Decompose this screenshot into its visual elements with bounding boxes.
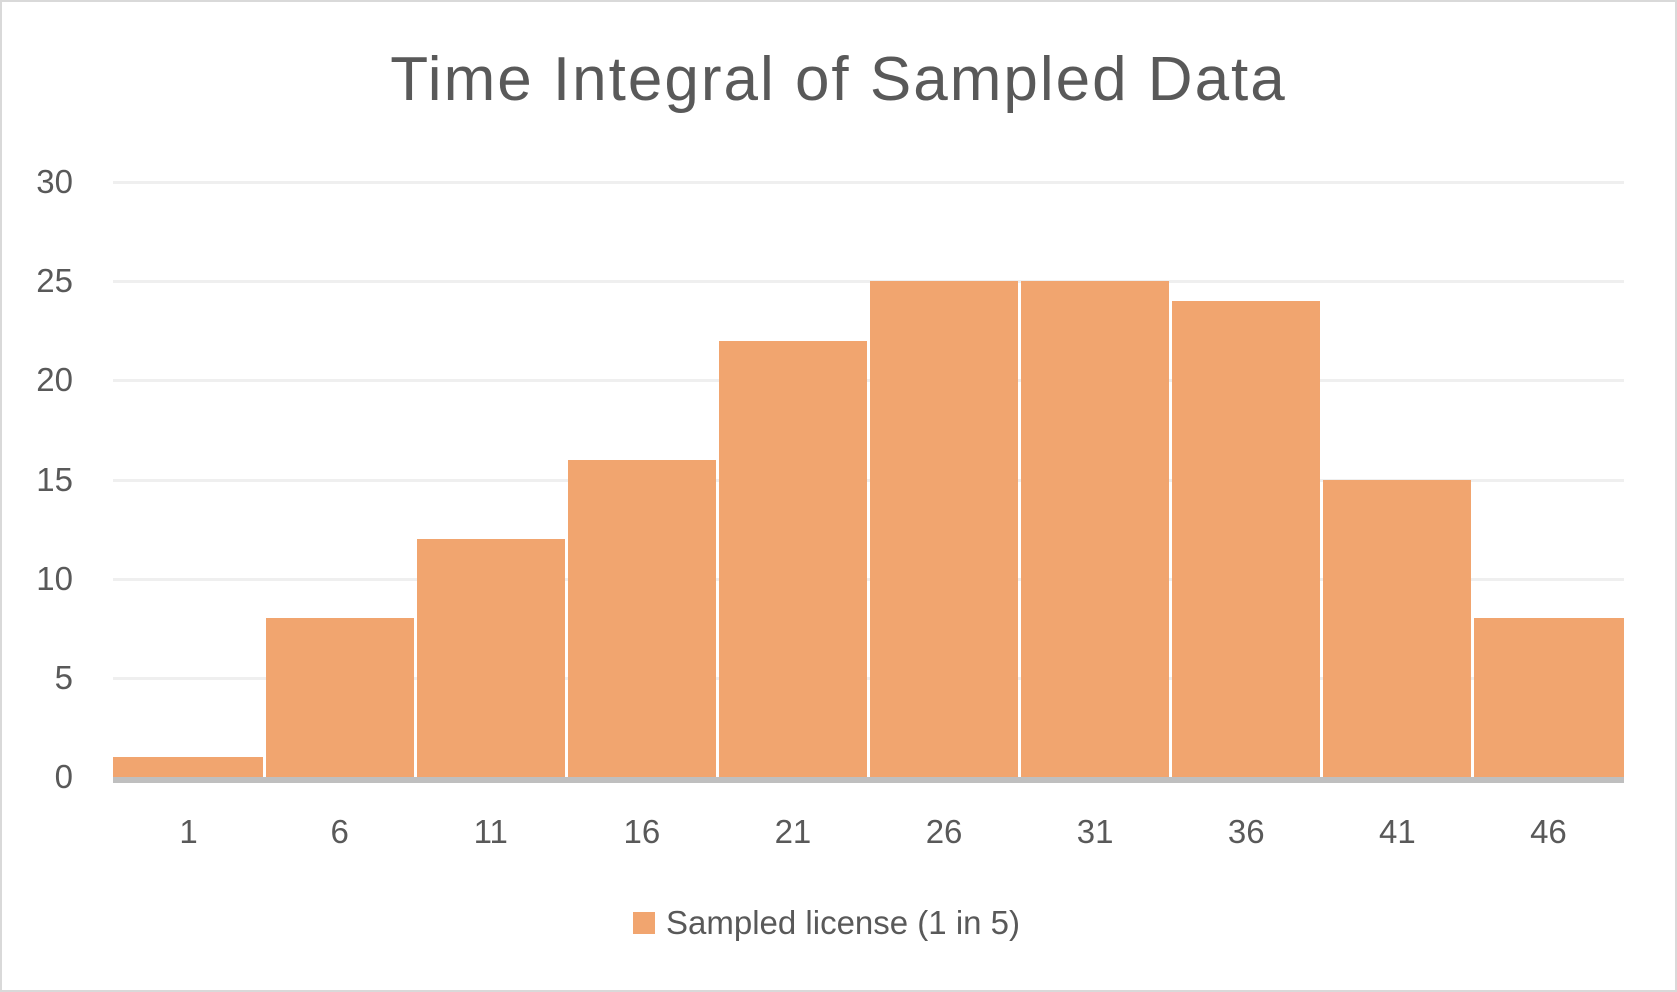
x-tick-label: 46: [1530, 813, 1567, 850]
x-tick-label: 16: [623, 813, 661, 850]
x-tick-label: 31: [1076, 813, 1114, 850]
bar-46[interactable]: [1474, 618, 1624, 777]
gridline: [113, 577, 1624, 581]
y-tick-label: 15: [36, 460, 73, 498]
legend-swatch-icon: [633, 912, 655, 934]
bar-36[interactable]: [1172, 301, 1321, 777]
x-tick-label: 6: [330, 813, 349, 850]
bar-26[interactable]: [870, 281, 1019, 777]
legend: Sampled license (1 in 5): [633, 903, 1020, 943]
bar-16[interactable]: [567, 459, 716, 777]
gridline: [113, 676, 1624, 680]
x-tick-label: 41: [1378, 813, 1416, 850]
bar-6[interactable]: [265, 618, 414, 777]
y-tick-label: 5: [54, 658, 73, 696]
y-tick-label: 25: [36, 262, 73, 300]
gridline: [113, 280, 1624, 284]
x-tick-label: 1: [179, 813, 198, 850]
gridline: [113, 478, 1624, 482]
y-tick-label: 30: [36, 163, 73, 200]
bar-41[interactable]: [1323, 479, 1472, 777]
chart-title: Time Integral of Sampled Data: [390, 45, 1287, 114]
bar-21[interactable]: [718, 340, 867, 777]
y-tick-label: 20: [36, 361, 73, 399]
bar-1[interactable]: [113, 757, 263, 777]
legend-label: Sampled license (1 in 5): [666, 904, 1021, 941]
x-axis-line: [113, 777, 1624, 783]
bar-31[interactable]: [1021, 281, 1170, 777]
y-tick-label: 10: [36, 559, 73, 597]
y-tick-label: 0: [54, 758, 73, 795]
x-tick-label: 36: [1227, 813, 1265, 850]
gridline: [113, 379, 1624, 383]
x-tick-label: 11: [473, 813, 508, 850]
x-tick-label: 21: [774, 813, 812, 850]
x-tick-label: 26: [925, 813, 963, 850]
bar-11[interactable]: [416, 539, 565, 777]
gridline: [113, 181, 1624, 184]
